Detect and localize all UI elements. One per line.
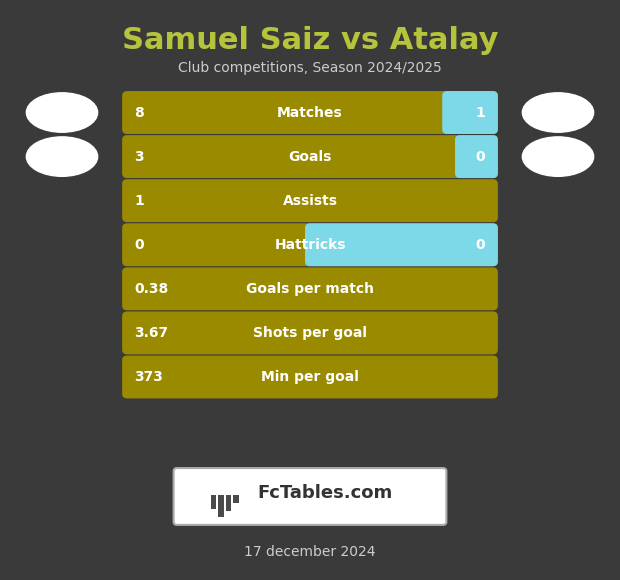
Ellipse shape xyxy=(26,137,98,176)
FancyBboxPatch shape xyxy=(233,495,239,503)
Text: 0.38: 0.38 xyxy=(135,282,169,296)
FancyBboxPatch shape xyxy=(305,223,498,266)
Text: 0: 0 xyxy=(476,238,485,252)
Text: 8: 8 xyxy=(135,106,144,119)
FancyBboxPatch shape xyxy=(122,91,498,134)
Ellipse shape xyxy=(26,93,98,132)
Text: FcTables.com: FcTables.com xyxy=(257,484,392,502)
Text: Samuel Saiz vs Atalay: Samuel Saiz vs Atalay xyxy=(122,26,498,55)
Text: Shots per goal: Shots per goal xyxy=(253,326,367,340)
Ellipse shape xyxy=(522,137,594,176)
FancyBboxPatch shape xyxy=(455,135,498,178)
Text: 1: 1 xyxy=(135,194,144,208)
Text: 3.67: 3.67 xyxy=(135,326,169,340)
Text: Min per goal: Min per goal xyxy=(261,370,359,384)
Text: 373: 373 xyxy=(135,370,164,384)
Text: Goals: Goals xyxy=(288,150,332,164)
Text: 0: 0 xyxy=(476,150,485,164)
FancyBboxPatch shape xyxy=(122,179,498,222)
FancyBboxPatch shape xyxy=(122,135,498,178)
Text: 1: 1 xyxy=(476,106,485,119)
FancyBboxPatch shape xyxy=(122,223,498,266)
FancyBboxPatch shape xyxy=(218,495,224,517)
Text: 3: 3 xyxy=(135,150,144,164)
Text: 0: 0 xyxy=(135,238,144,252)
Text: 17 december 2024: 17 december 2024 xyxy=(244,545,376,559)
FancyBboxPatch shape xyxy=(122,267,498,310)
Text: Assists: Assists xyxy=(283,194,337,208)
FancyBboxPatch shape xyxy=(442,91,498,134)
Text: Goals per match: Goals per match xyxy=(246,282,374,296)
Text: Matches: Matches xyxy=(277,106,343,119)
Text: Hattricks: Hattricks xyxy=(274,238,346,252)
FancyBboxPatch shape xyxy=(211,495,216,509)
FancyBboxPatch shape xyxy=(174,468,446,525)
FancyBboxPatch shape xyxy=(226,495,231,511)
Text: Club competitions, Season 2024/2025: Club competitions, Season 2024/2025 xyxy=(178,61,442,75)
FancyBboxPatch shape xyxy=(122,356,498,398)
FancyBboxPatch shape xyxy=(122,311,498,354)
Ellipse shape xyxy=(522,93,594,132)
